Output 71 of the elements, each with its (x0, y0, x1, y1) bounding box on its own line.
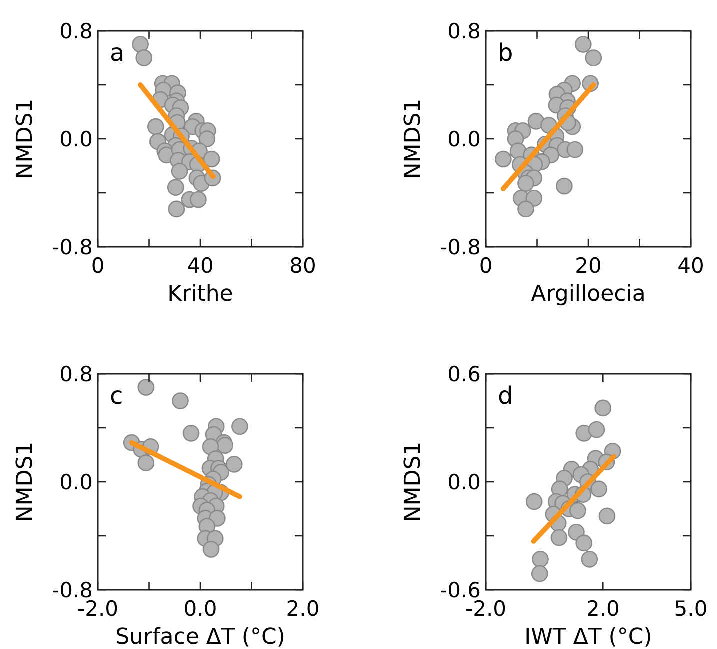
point (585, 50, 602, 66)
x-axis-title: Krithe (168, 282, 234, 307)
x-tick-label: 80 (290, 254, 316, 278)
x-tick-label: 5.0 (674, 597, 708, 621)
y-tick-label: 0.0 (60, 470, 93, 494)
point (576, 534, 593, 552)
point (570, 502, 586, 520)
point (171, 162, 188, 180)
x-tick-label: 40 (678, 254, 704, 278)
y-tick-label: 0.0 (60, 127, 93, 152)
annotation: b (498, 39, 514, 67)
y-axis-title: NMDS1 (401, 442, 426, 522)
x-tick-label: 20 (575, 254, 602, 278)
point (136, 50, 153, 66)
point (574, 36, 592, 53)
annotation: a (110, 39, 125, 67)
x-axis-title: IWT ΔT (°C) (524, 625, 652, 649)
point (566, 141, 584, 158)
annotation: c (110, 382, 124, 410)
y-tick-label: 0.8 (448, 19, 481, 44)
y-tick-label: 0.6 (448, 362, 481, 386)
point (598, 508, 616, 525)
y-tick-label: -0.8 (440, 235, 481, 260)
point (556, 178, 573, 195)
point (594, 400, 612, 417)
x-tick-label: 0.0 (184, 597, 218, 621)
point (550, 529, 568, 546)
point (528, 113, 545, 130)
point (495, 150, 512, 168)
point (167, 179, 184, 196)
x-tick-label: 0 (91, 254, 105, 278)
point (147, 118, 164, 136)
point (138, 454, 155, 472)
y-tick-label: 0.0 (448, 470, 481, 494)
point (526, 190, 543, 207)
y-tick-label: 0.8 (60, 362, 93, 386)
point (590, 480, 608, 498)
x-tick-label: -2.0 (78, 597, 118, 621)
point (532, 550, 549, 568)
point (216, 437, 234, 454)
point (203, 150, 220, 168)
x-tick-label: 2.0 (586, 597, 620, 621)
annotation: d (498, 382, 514, 410)
point (138, 379, 155, 396)
x-axis-title: Argilloecia (531, 282, 646, 307)
point (190, 191, 207, 208)
point (226, 456, 243, 473)
x-axis-title: Surface ΔT (°C) (116, 625, 286, 649)
y-axis-title: NMDS1 (13, 442, 38, 522)
point (168, 200, 186, 218)
y-axis-title: NMDS1 (13, 98, 38, 180)
point (182, 424, 200, 442)
point (588, 421, 606, 438)
y-axis-title: NMDS1 (401, 98, 426, 180)
point (172, 392, 189, 410)
point (581, 550, 598, 568)
point (232, 418, 248, 436)
x-tick-label: 0 (479, 254, 493, 278)
point (518, 175, 534, 192)
point (526, 493, 543, 510)
x-tick-label: 2.0 (286, 597, 320, 621)
point (531, 565, 548, 582)
x-tick-label: -2.0 (466, 597, 506, 621)
y-tick-label: -0.8 (52, 235, 93, 260)
point (132, 36, 149, 53)
point (202, 541, 220, 558)
point (518, 200, 534, 218)
y-tick-label: 0.8 (60, 19, 93, 44)
x-tick-label: 40 (187, 254, 214, 278)
point (198, 130, 216, 148)
y-tick-label: 0.0 (448, 127, 481, 152)
